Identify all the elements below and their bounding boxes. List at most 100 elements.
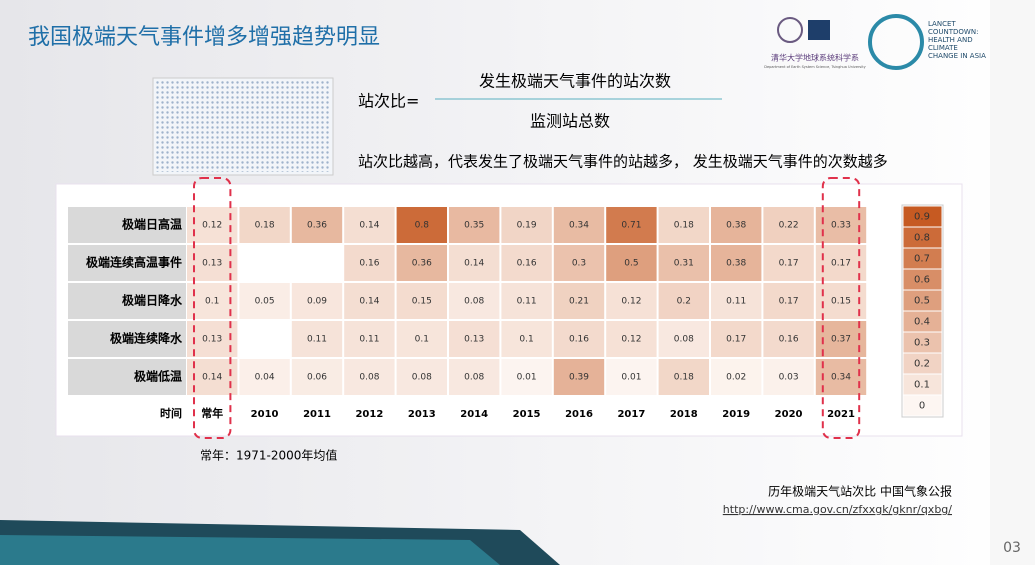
logo — [808, 20, 830, 40]
cell-label: 0.08 — [464, 297, 484, 307]
x-tick-label: 2012 — [355, 409, 383, 420]
heat-cell — [501, 283, 552, 319]
cell-label: 0.18 — [674, 221, 694, 231]
colorbar-box — [902, 394, 943, 417]
x-tick-label: 2013 — [408, 409, 436, 420]
formula-numerator: 发生极端天气事件的站次数 — [479, 72, 671, 91]
heat-cell — [763, 321, 814, 357]
heat-cell — [449, 207, 500, 243]
colorbar-label: 0.1 — [914, 380, 930, 391]
heat-cell — [187, 283, 238, 319]
cell-label: 0.08 — [412, 373, 432, 383]
cell-label: 0.18 — [674, 373, 694, 383]
row-label: 极端连续降水 — [110, 331, 183, 346]
cell-label: 0.33 — [831, 221, 851, 231]
heat-cell — [815, 321, 867, 357]
cell-label: 0.71 — [621, 221, 641, 231]
heat-cell — [187, 321, 238, 357]
heat-cell — [658, 245, 709, 281]
heat-cell — [711, 283, 762, 319]
cell-label: 0.14 — [464, 259, 484, 269]
cell-label: 0.36 — [412, 259, 432, 269]
heat-cell — [291, 207, 343, 243]
source: 历年极端天气站次比 中国气象公报 — [768, 484, 952, 499]
cell-label: 0.17 — [779, 297, 799, 307]
colorbar-label: 0 — [919, 401, 925, 412]
cell-label: 0.22 — [779, 221, 799, 231]
heat-cell — [449, 245, 500, 281]
cell-label: 0.16 — [359, 259, 379, 269]
heat-cell — [711, 207, 762, 243]
note: 站次比越高，代表发生了极端天气事件的站越多， 发生极端天气事件的次数越多 — [358, 153, 888, 171]
heat-cell — [449, 359, 500, 395]
heat-cell — [815, 207, 867, 243]
colorbar-label: 0.7 — [914, 254, 930, 265]
cell-label: 0.36 — [307, 221, 327, 231]
footnote: 常年：1971-2000年均值 — [200, 448, 337, 463]
cell-label: 0.14 — [359, 221, 379, 231]
x-tick-label: 2016 — [565, 409, 593, 420]
x-tick-label: 常年 — [201, 406, 223, 420]
cell-label: 0.04 — [255, 373, 275, 383]
row-header — [68, 321, 186, 357]
heat-cell — [815, 359, 867, 395]
heat-cell — [449, 321, 500, 357]
cell-label: 0.11 — [307, 335, 327, 345]
heat-cell — [344, 321, 395, 357]
cell-label: 0.08 — [674, 335, 694, 345]
cell-label: 0.09 — [307, 297, 327, 307]
cell-label: 0.12 — [621, 335, 641, 345]
heat-cell — [606, 245, 657, 281]
cell-label: 0.03 — [779, 373, 799, 383]
cell-label: 0.31 — [674, 259, 694, 269]
logo-text: 清华大学地球系统科学系 — [771, 53, 859, 63]
cell-label: 0.11 — [517, 297, 537, 307]
heat-cell — [396, 359, 447, 395]
cell-label: 0.38 — [726, 221, 746, 231]
heat-cell — [501, 207, 552, 243]
colorbar-label: 0.8 — [914, 233, 930, 244]
x-tick-label: 2021 — [827, 409, 855, 420]
cell-label: 0.17 — [726, 335, 746, 345]
x-tick-label: 2011 — [303, 409, 331, 420]
heat-cell — [344, 283, 395, 319]
cell-label: 0.18 — [255, 221, 275, 231]
heat-cell — [344, 359, 395, 395]
row-label: 极端低温 — [134, 369, 182, 384]
cell-label: 0.11 — [359, 335, 379, 345]
cell-label: 0.01 — [621, 373, 641, 383]
heat-cell — [187, 245, 238, 281]
heat-cell — [763, 245, 814, 281]
row-label: 极端日降水 — [122, 293, 183, 308]
heat-cell — [291, 283, 343, 319]
logo-text: Department of Earth System Science, Tsin… — [764, 65, 865, 69]
page-number: 03 — [1003, 540, 1021, 556]
x-axis-label: 时间 — [160, 406, 182, 420]
cell-label: 0.37 — [831, 335, 851, 345]
heat-cell — [396, 245, 447, 281]
x-tick-label: 2015 — [513, 409, 541, 420]
cell-label: 0.5 — [624, 259, 638, 269]
source-url[interactable]: http://www.cma.gov.cn/zfxxgk/gknr/qxbg/ — [723, 503, 953, 516]
heat-cell — [763, 359, 814, 395]
cell-label: 0.8 — [415, 221, 430, 231]
cell-label: 0.16 — [779, 335, 799, 345]
cell-label: 0.3 — [572, 259, 586, 269]
cell-label: 0.34 — [569, 221, 589, 231]
cell-label: 0.11 — [726, 297, 746, 307]
logo-text: LANCET COUNTDOWN: HEALTH AND CLIMATE CHA… — [928, 20, 986, 60]
colorbar-label: 0.2 — [914, 359, 930, 370]
cell-label: 0.17 — [831, 259, 851, 269]
x-tick-label: 2019 — [722, 409, 750, 420]
heat-cell — [501, 245, 552, 281]
logo-text-box: LANCET COUNTDOWN: HEALTH AND CLIMATE CHA… — [928, 20, 986, 60]
formula-denominator: 监测站总数 — [530, 112, 610, 131]
footer-band — [0, 535, 500, 565]
cell-label: 0.35 — [464, 221, 484, 231]
heat-cell — [606, 207, 657, 243]
row-label: 极端日高温 — [122, 217, 182, 232]
heat-cell — [187, 359, 238, 395]
cell-label: 0.17 — [779, 259, 799, 269]
cell-label: 0.15 — [831, 297, 851, 307]
heat-cell — [606, 321, 657, 357]
